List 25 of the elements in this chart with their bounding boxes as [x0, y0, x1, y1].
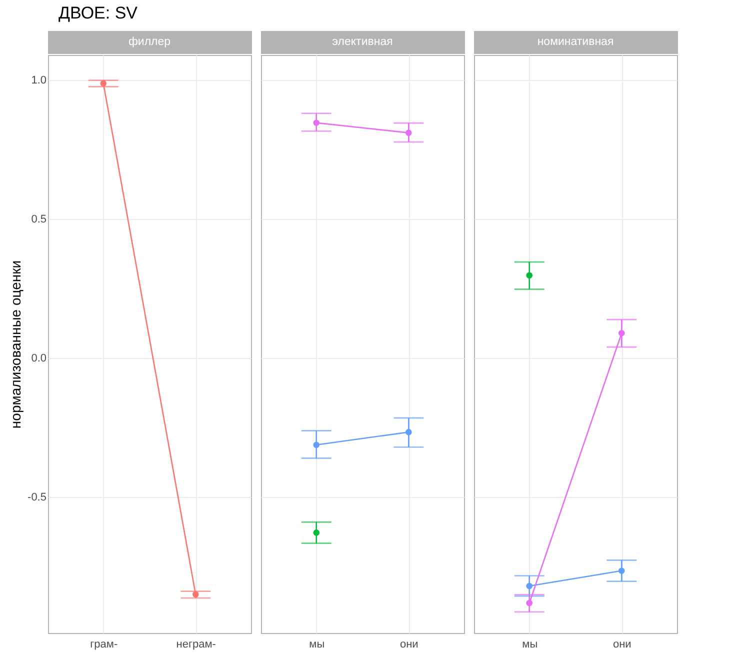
point: [526, 600, 533, 606]
x-tick-label: грам-: [90, 638, 118, 650]
y-tick-label: 0.5: [31, 213, 46, 226]
point: [313, 120, 320, 126]
y-axis-title: нормализованные оценки: [8, 260, 24, 429]
y-tick-label: 0.0: [31, 352, 46, 364]
point: [618, 330, 625, 336]
x-tick-label: неграм-: [176, 638, 216, 650]
x-tick-label: они: [400, 638, 418, 650]
point: [313, 530, 320, 536]
x-tick-label: мы: [522, 638, 538, 650]
point: [313, 442, 320, 448]
chart-subtitle: номинативная: [537, 36, 614, 48]
point: [405, 428, 412, 436]
chart-subtitle: филлер: [128, 36, 171, 48]
point: [618, 568, 625, 574]
x-tick-label: они: [612, 638, 632, 650]
point: [526, 272, 533, 279]
chart-subtitle: элективная: [332, 36, 393, 48]
chart-title: ДВОЕ: SV: [58, 4, 138, 22]
y-tick-label: -0.5: [28, 491, 46, 504]
point: [405, 130, 412, 136]
y-tick-label: 1.0: [31, 74, 46, 87]
point: [526, 582, 533, 590]
x-tick-label: мы: [309, 638, 325, 650]
